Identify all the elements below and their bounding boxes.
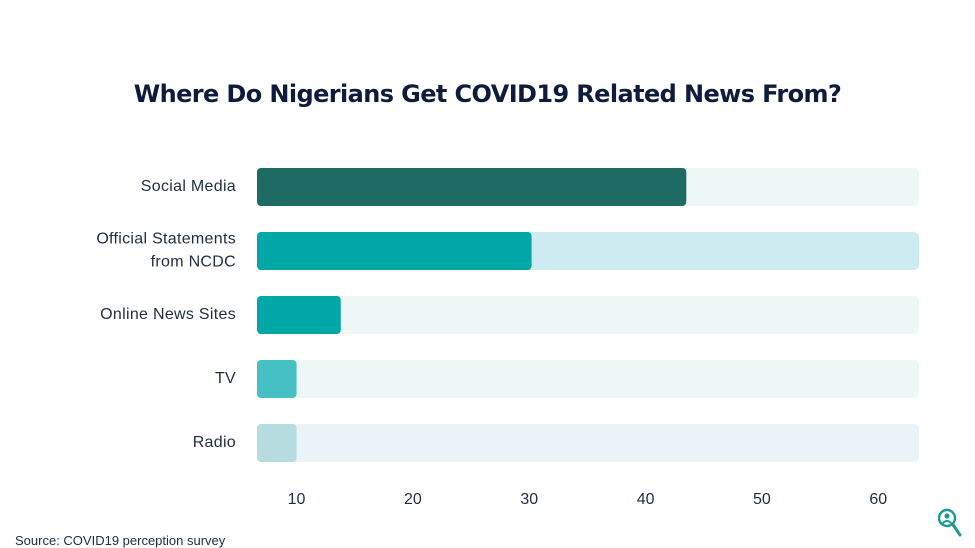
category-label: from NCDC <box>151 254 236 271</box>
bar-track <box>257 424 919 462</box>
x-tick-label: 10 <box>288 491 306 508</box>
x-tick-label: 50 <box>753 491 771 508</box>
magnifier-person-icon <box>937 508 962 537</box>
chart-title: Where Do Nigerians Get COVID19 Related N… <box>133 80 842 108</box>
bar <box>257 360 297 398</box>
category-label: Radio <box>193 434 236 451</box>
bar <box>257 424 297 462</box>
category-label: Social Media <box>141 178 236 195</box>
source-note: Source: COVID19 perception survey <box>15 533 226 548</box>
category-label: Online News Sites <box>100 306 236 323</box>
x-tick-label: 60 <box>869 491 887 508</box>
x-tick-label: 40 <box>637 491 655 508</box>
category-label: TV <box>215 370 236 387</box>
x-tick-label: 30 <box>520 491 538 508</box>
x-tick-label: 20 <box>404 491 422 508</box>
bar <box>257 232 532 270</box>
bar-track <box>257 296 919 334</box>
bar <box>257 296 341 334</box>
bar-track <box>257 360 919 398</box>
category-label: Official Statements <box>96 231 236 248</box>
bar <box>257 168 687 206</box>
